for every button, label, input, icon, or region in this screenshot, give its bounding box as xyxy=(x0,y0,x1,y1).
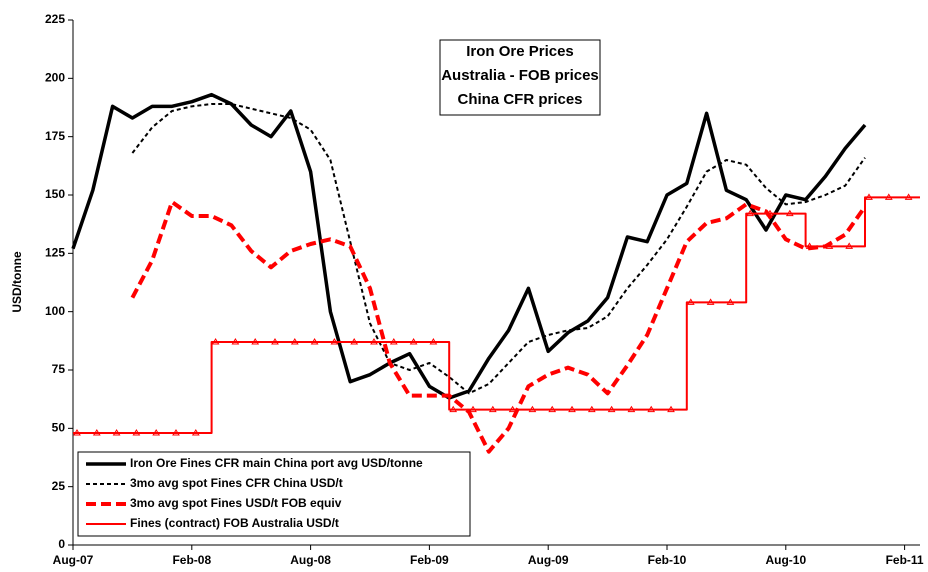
x-tick-label: Feb-09 xyxy=(410,553,449,567)
step-marker xyxy=(766,209,774,217)
step-marker xyxy=(152,429,161,436)
step-marker xyxy=(587,405,596,413)
step-marker xyxy=(172,429,180,436)
step-marker xyxy=(667,405,675,413)
step-marker xyxy=(785,209,794,217)
step-marker xyxy=(469,405,477,413)
y-tick-label: 125 xyxy=(45,246,65,260)
step-marker xyxy=(310,338,319,345)
step-marker xyxy=(607,405,616,413)
step-marker xyxy=(92,429,101,436)
step-marker xyxy=(568,405,576,413)
step-marker xyxy=(548,405,557,413)
step-marker xyxy=(112,429,121,436)
legend-label: Iron Ore Fines CFR main China port avg U… xyxy=(130,456,423,470)
x-tick-label: Aug-10 xyxy=(765,553,806,567)
step-marker xyxy=(350,338,359,345)
y-tick-label: 25 xyxy=(52,479,66,493)
step-marker xyxy=(488,405,497,413)
step-marker xyxy=(370,338,378,345)
step-marker xyxy=(528,405,537,413)
step-marker xyxy=(647,405,656,413)
legend-label: 3mo avg spot Fines CFR China USD/t xyxy=(130,476,343,490)
y-tick-label: 200 xyxy=(45,71,65,85)
step-marker xyxy=(627,405,636,413)
step-marker xyxy=(686,298,695,305)
step-marker xyxy=(132,429,141,436)
step-marker xyxy=(706,298,715,305)
series-line xyxy=(131,103,866,395)
y-axis-label: USD/tonne xyxy=(10,251,24,313)
y-tick-label: 50 xyxy=(52,421,66,435)
legend-box xyxy=(77,451,471,537)
x-tick-label: Feb-08 xyxy=(172,553,211,567)
step-marker xyxy=(429,338,438,345)
legend-label: 3mo avg spot Fines USD/t FOB equiv xyxy=(130,496,342,510)
step-marker xyxy=(449,405,458,413)
step-marker xyxy=(825,242,834,249)
series-line xyxy=(73,196,920,434)
step-marker xyxy=(191,429,200,436)
x-tick-label: Aug-07 xyxy=(53,553,94,567)
y-tick-label: 0 xyxy=(58,537,65,551)
step-marker xyxy=(508,405,517,413)
x-tick-label: Feb-10 xyxy=(648,553,687,567)
x-tick-label: Aug-08 xyxy=(290,553,331,567)
step-marker xyxy=(389,338,398,345)
step-marker xyxy=(231,338,240,345)
chart-title: Australia - FOB prices xyxy=(441,67,599,84)
y-tick-label: 225 xyxy=(45,12,65,26)
step-marker xyxy=(271,338,279,345)
step-marker xyxy=(884,193,893,200)
y-tick-label: 175 xyxy=(45,129,65,143)
x-tick-label: Aug-09 xyxy=(528,553,569,567)
step-marker xyxy=(746,209,755,217)
step-marker xyxy=(726,298,735,305)
chart-title: Iron Ore Prices xyxy=(466,43,574,60)
step-marker xyxy=(845,242,854,249)
step-marker xyxy=(409,338,418,345)
step-marker xyxy=(330,338,339,345)
step-marker xyxy=(805,242,814,249)
y-tick-label: 75 xyxy=(52,362,66,376)
step-marker xyxy=(290,338,299,345)
step-marker xyxy=(865,193,873,200)
chart-title: China CFR prices xyxy=(457,91,582,108)
step-marker xyxy=(73,429,81,436)
legend-label: Fines (contract) FOB Australia USD/t xyxy=(130,516,339,530)
title-box xyxy=(439,39,601,116)
y-tick-label: 150 xyxy=(45,187,65,201)
step-marker xyxy=(251,338,260,345)
x-tick-label: Feb-11 xyxy=(886,553,924,567)
step-marker xyxy=(211,338,220,345)
step-marker xyxy=(904,193,913,200)
y-tick-label: 100 xyxy=(45,304,65,318)
series-line xyxy=(130,200,867,454)
series-line xyxy=(71,92,867,400)
